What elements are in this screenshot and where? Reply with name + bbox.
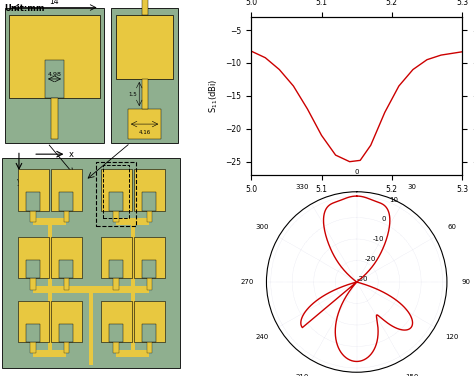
Bar xyxy=(26,192,40,211)
Bar xyxy=(33,286,66,293)
Text: x: x xyxy=(69,150,74,159)
Bar xyxy=(100,169,132,211)
Bar xyxy=(146,278,152,290)
Bar xyxy=(131,225,135,286)
Bar xyxy=(100,301,132,342)
Bar xyxy=(64,211,69,222)
X-axis label: Frequency(GHz): Frequency(GHz) xyxy=(323,199,391,208)
Bar xyxy=(113,342,119,353)
Bar xyxy=(59,259,73,278)
Bar xyxy=(111,8,178,143)
Bar xyxy=(30,342,36,353)
Text: 1.5: 1.5 xyxy=(128,91,137,97)
Y-axis label: S$_{11}$(dBi): S$_{11}$(dBi) xyxy=(208,79,220,113)
Bar xyxy=(134,169,165,211)
Bar xyxy=(33,350,66,357)
Bar xyxy=(9,15,100,98)
Bar xyxy=(134,237,165,278)
Bar xyxy=(33,218,66,225)
Bar xyxy=(134,301,165,342)
Bar xyxy=(51,301,82,342)
Bar xyxy=(45,60,64,98)
Bar xyxy=(30,278,36,290)
Bar xyxy=(47,225,52,286)
Bar xyxy=(18,169,49,211)
Bar xyxy=(109,323,123,342)
Bar xyxy=(116,350,149,357)
Bar xyxy=(2,158,180,368)
Bar xyxy=(142,323,156,342)
Bar xyxy=(109,259,123,278)
Text: 14: 14 xyxy=(50,0,59,6)
Bar xyxy=(116,15,173,79)
Bar xyxy=(142,79,147,109)
Bar xyxy=(64,342,69,353)
Bar xyxy=(51,237,82,278)
Bar xyxy=(47,286,135,293)
Bar xyxy=(51,169,82,211)
Bar xyxy=(109,192,123,211)
Bar xyxy=(64,278,69,290)
Bar xyxy=(89,290,93,365)
Bar xyxy=(26,323,40,342)
Text: y: y xyxy=(17,177,21,186)
Bar xyxy=(142,0,147,15)
Bar xyxy=(128,109,161,139)
Bar xyxy=(142,259,156,278)
Bar xyxy=(131,293,135,350)
Bar xyxy=(18,301,49,342)
Bar xyxy=(59,192,73,211)
Bar xyxy=(146,342,152,353)
Bar xyxy=(18,237,49,278)
Bar xyxy=(142,192,156,211)
Bar xyxy=(116,218,149,225)
Text: 4.16: 4.16 xyxy=(138,130,151,135)
Bar xyxy=(116,286,149,293)
Bar xyxy=(113,278,119,290)
Bar xyxy=(5,8,104,143)
Bar xyxy=(51,98,58,139)
Bar xyxy=(103,165,129,218)
Bar xyxy=(113,211,119,222)
Text: Unit:mm: Unit:mm xyxy=(5,4,45,13)
Bar xyxy=(96,162,137,226)
Bar xyxy=(146,211,152,222)
Bar xyxy=(26,259,40,278)
Text: 4.98: 4.98 xyxy=(47,72,62,77)
Bar xyxy=(47,293,52,350)
Bar xyxy=(30,211,36,222)
Bar xyxy=(100,237,132,278)
Bar xyxy=(59,323,73,342)
